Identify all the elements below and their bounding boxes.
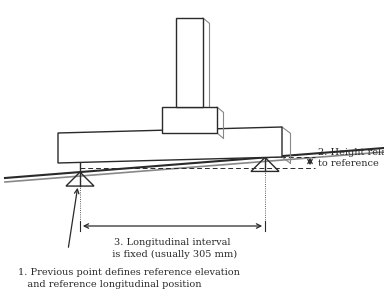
Bar (162, 107, 217, 133)
Text: 2. Height relative
to reference: 2. Height relative to reference (318, 148, 384, 168)
Bar (176, 18, 203, 107)
Text: 3. Longitudinal interval
  is fixed (usually 305 mm): 3. Longitudinal interval is fixed (usual… (106, 238, 238, 259)
Polygon shape (58, 127, 282, 163)
Text: 1. Previous point defines reference elevation
   and reference longitudinal posi: 1. Previous point defines reference elev… (18, 268, 240, 289)
